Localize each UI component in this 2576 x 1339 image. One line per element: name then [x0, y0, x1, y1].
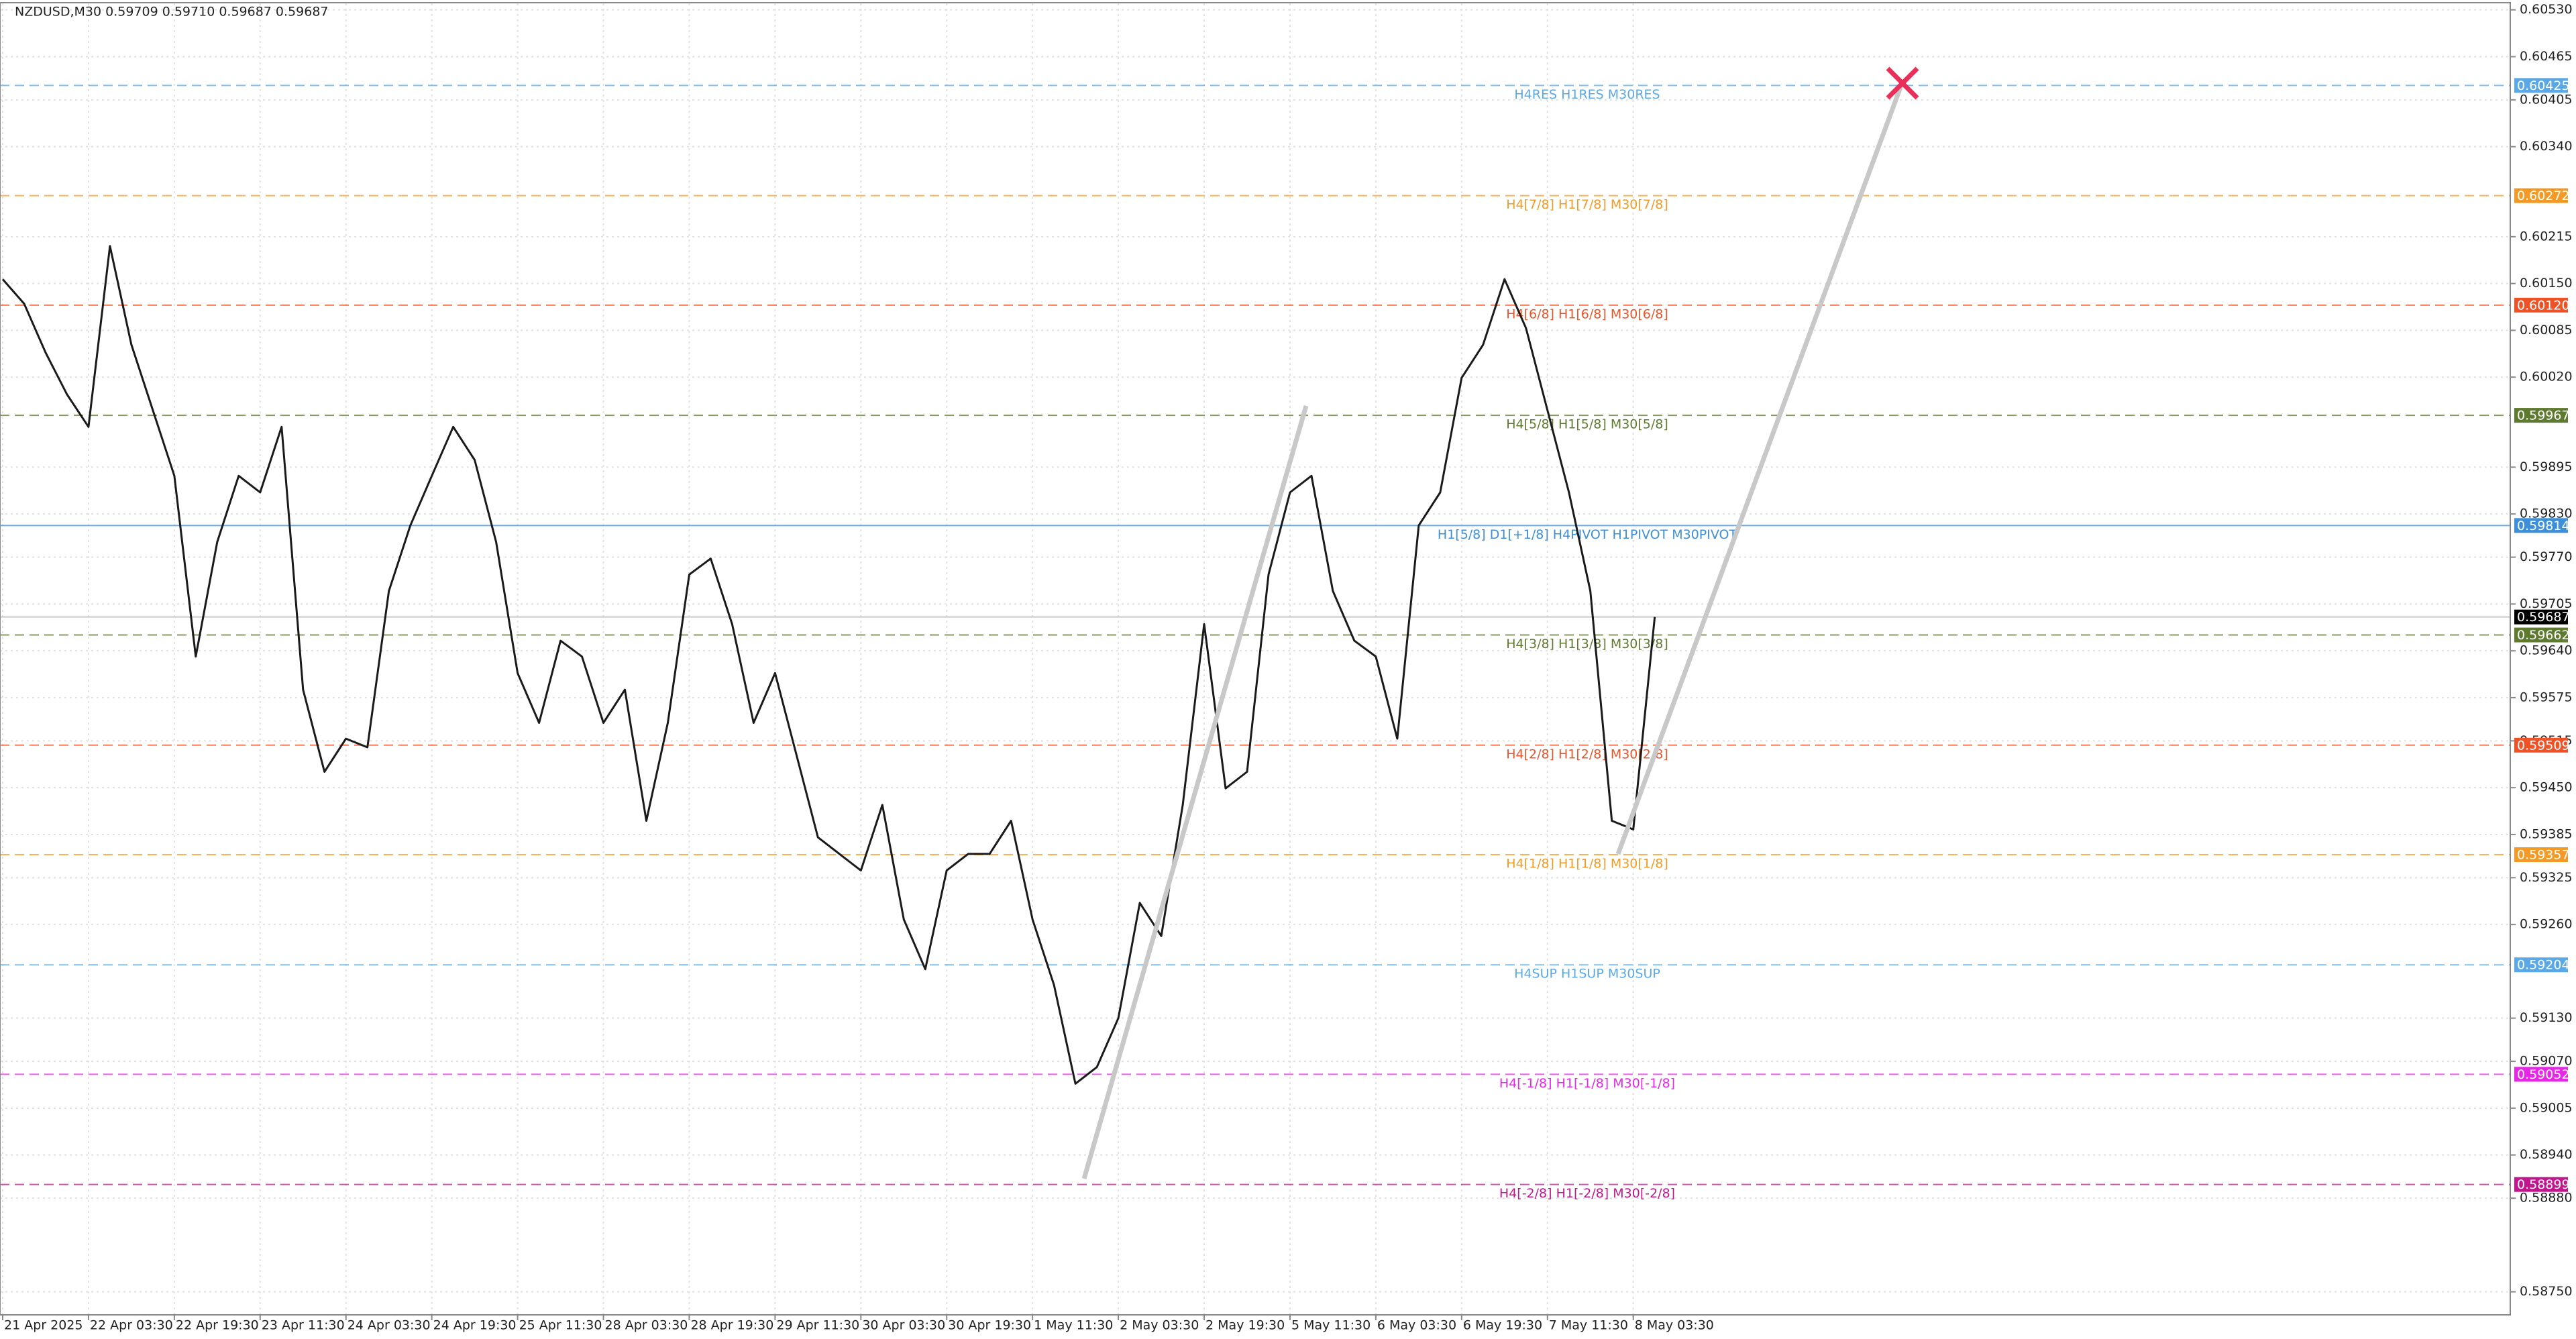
x-tick-label: 22 Apr 19:30 [176, 1318, 259, 1333]
level-text: H4[5/8] H1[5/8] M30[5/8] [1506, 417, 1668, 432]
price-line [1, 245, 1656, 1085]
y-tick-label: 0.60465 [2520, 49, 2573, 64]
level-text: H4[-1/8] H1[-1/8] M30[-1/8] [1499, 1076, 1675, 1091]
trend-line [1081, 405, 1309, 1179]
level-price-box [2514, 1067, 2568, 1082]
chart-title: NZDUSD,M30 0.59709 0.59710 0.59687 0.596… [15, 5, 329, 19]
level-price-label: 0.58899 [2517, 1177, 2570, 1192]
x-tick-label: 28 Apr 19:30 [690, 1318, 773, 1333]
y-tick-label: 0.59895 [2520, 460, 2573, 474]
x-tick-label: 5 May 11:30 [1291, 1318, 1371, 1333]
level-price-label: 0.59357 [2517, 847, 2570, 862]
level-text: H4RES H1RES M30RES [1514, 87, 1660, 102]
level-text: H4[2/8] H1[2/8] M30[2/8] [1506, 747, 1668, 761]
target-cross [1886, 66, 1919, 100]
level-price-label: 0.59204 [2517, 958, 2570, 973]
y-tick-label: 0.60215 [2520, 229, 2573, 244]
level-price-box [2514, 1177, 2568, 1192]
y-tick-label: 0.60405 [2520, 92, 2573, 107]
x-tick-label: 2 May 03:30 [1120, 1318, 1199, 1333]
level-price-label: 0.60272 [2517, 189, 2570, 203]
x-tick-label: 30 Apr 19:30 [948, 1318, 1031, 1333]
x-tick-label: 7 May 11:30 [1549, 1318, 1628, 1333]
x-tick-label: 24 Apr 19:30 [433, 1318, 517, 1333]
level-price-box [2514, 297, 2568, 313]
level-price-label: 0.59967 [2517, 409, 2570, 423]
level-price-box [2514, 847, 2568, 862]
level-price-box [2514, 188, 2568, 203]
y-tick-label: 0.58750 [2520, 1284, 2573, 1299]
level-price-box [2514, 518, 2568, 533]
level-price-box [2514, 737, 2568, 753]
y-tick-label: 0.58940 [2520, 1147, 2573, 1162]
series [1, 245, 1656, 1085]
level-price-label: 0.60120 [2517, 298, 2570, 313]
x-tick-label: 8 May 03:30 [1635, 1318, 1714, 1333]
y-tick-label: 0.60020 [2520, 370, 2573, 384]
current-price-box [2514, 609, 2568, 625]
level-price-box [2514, 408, 2568, 423]
levels: H4RES H1RES M30RES H4[7/8] H1[7/8] M30[7/… [0, 85, 2510, 1201]
y-tick-label: 0.59770 [2520, 549, 2573, 564]
y-tick-label: 0.59575 [2520, 690, 2573, 704]
level-price-box [2514, 627, 2568, 643]
x-tick-label: 22 Apr 03:30 [90, 1318, 173, 1333]
plot-frame [0, 2, 2511, 1316]
level-price-box [2514, 957, 2568, 973]
level-text: H4[7/8] H1[7/8] M30[7/8] [1506, 197, 1668, 212]
level-price-label: 0.60425 [2517, 78, 2570, 93]
x-tick-label: 23 Apr 11:30 [262, 1318, 345, 1333]
y-tick-label: 0.59830 [2520, 506, 2573, 521]
y-tick-label: 0.59325 [2520, 870, 2573, 885]
y-tick-label: 0.59705 [2520, 596, 2573, 611]
target-marker [1886, 66, 1919, 100]
y-tick-label: 0.59070 [2520, 1054, 2573, 1069]
y-tick-label: 0.60085 [2520, 323, 2573, 337]
trend-line [1615, 81, 1905, 855]
level-price-label: 0.59814 [2517, 519, 2570, 533]
y-tick-label: 0.59640 [2520, 643, 2573, 658]
y-tick-label: 0.58880 [2520, 1191, 2573, 1206]
y-tick-label: 0.59005 [2520, 1100, 2573, 1115]
y-tick-label: 0.59260 [2520, 917, 2573, 932]
level-text: H4[-2/8] H1[-2/8] M30[-2/8] [1499, 1186, 1675, 1201]
x-tick-label: 24 Apr 03:30 [347, 1318, 431, 1333]
level-text: H4[1/8] H1[1/8] M30[1/8] [1506, 856, 1668, 871]
x-tick-label: 21 Apr 2025 [4, 1318, 83, 1333]
x-tick-label: 30 Apr 03:30 [862, 1318, 945, 1333]
y-tick-label: 0.60530 [2520, 2, 2573, 17]
level-price-label: 0.59662 [2517, 628, 2570, 643]
level-text: H4[6/8] H1[6/8] M30[6/8] [1506, 307, 1668, 321]
y-tick-label: 0.59130 [2520, 1010, 2573, 1025]
y-tick-label: 0.59385 [2520, 826, 2573, 841]
current-price-label: 0.59687 [2517, 610, 2570, 625]
x-tick-label: 29 Apr 11:30 [776, 1318, 859, 1333]
level-text: H4SUP H1SUP M30SUP [1514, 967, 1660, 981]
y-tick-label: 0.60340 [2520, 139, 2573, 154]
level-price-label: 0.59052 [2517, 1067, 2570, 1082]
x-tick-label: 6 May 03:30 [1377, 1318, 1456, 1333]
level-price-label: 0.59509 [2517, 738, 2570, 753]
x-tick-label: 28 Apr 03:30 [605, 1318, 688, 1333]
x-tick-label: 6 May 19:30 [1463, 1318, 1542, 1333]
x-tick-label: 25 Apr 11:30 [519, 1318, 602, 1333]
x-tick-label: 2 May 19:30 [1205, 1318, 1285, 1333]
level-text: H1[5/8] D1[+1/8] H4PIVOT H1PIVOT M30PIVO… [1438, 527, 1737, 542]
y-tick-label: 0.60150 [2520, 276, 2573, 290]
x-tick-label: 1 May 11:30 [1034, 1318, 1113, 1333]
y-tick-label: 0.59450 [2520, 780, 2573, 795]
level-text: H4[3/8] H1[3/8] M30[3/8] [1506, 637, 1668, 651]
level-price-box [2514, 78, 2568, 93]
